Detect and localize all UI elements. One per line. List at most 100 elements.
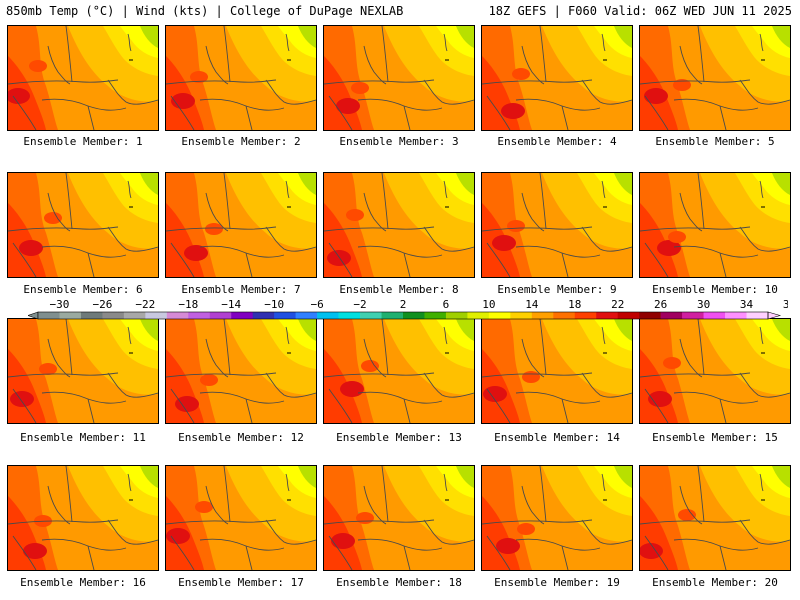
temperature-map <box>640 26 790 130</box>
ensemble-member-label: Ensemble Member: 17 <box>178 576 304 589</box>
colorbar-segment <box>467 312 490 319</box>
temperature-map <box>324 319 474 423</box>
ensemble-member-panel <box>165 172 317 278</box>
colorbar-segment <box>166 312 189 319</box>
ensemble-member-label: Ensemble Member: 18 <box>336 576 462 589</box>
colorbar-segment <box>274 312 296 319</box>
colorbar-segment <box>660 312 683 319</box>
temperature-map <box>482 319 632 423</box>
colorbar-tick-label: 2 <box>400 300 407 311</box>
colorbar-segment <box>102 312 125 319</box>
colorbar-segment <box>145 312 168 319</box>
colorbar-tick-label: 22 <box>611 300 624 311</box>
colorbar-segment <box>209 312 232 319</box>
colorbar-segment <box>553 312 576 319</box>
temperature-colorbar: −30−26−22−18−14−10−6−2261014182226303438… <box>28 300 788 320</box>
temperature-map <box>8 466 158 570</box>
colorbar-segment <box>123 312 146 319</box>
colorbar-tick-label: −2 <box>353 300 366 311</box>
colorbar-segment <box>38 312 60 319</box>
colorbar-segment <box>252 312 275 319</box>
temperature-map <box>482 173 632 277</box>
colorbar-segment <box>746 312 769 319</box>
colorbar-segment <box>403 312 425 319</box>
colorbar-tick-label: −10 <box>264 300 284 311</box>
ensemble-member-label: Ensemble Member: 1 <box>23 135 143 148</box>
colorbar-tick-label: 26 <box>654 300 667 311</box>
colorbar-tick-label: 38 <box>783 300 788 311</box>
colorbar-segment <box>574 312 597 319</box>
ensemble-member-panel <box>165 318 317 424</box>
colorbar-segment <box>381 312 404 319</box>
colorbar-segment <box>59 312 82 319</box>
ensemble-member-panel <box>481 172 633 278</box>
colorbar-segment <box>80 312 103 319</box>
ensemble-member-label: Ensemble Member: 6 <box>23 283 143 296</box>
ensemble-member-panel <box>481 465 633 571</box>
temperature-map <box>640 466 790 570</box>
ensemble-member-panel <box>165 25 317 131</box>
temperature-map <box>482 26 632 130</box>
temperature-map <box>324 466 474 570</box>
ensemble-member-panel <box>323 465 475 571</box>
chart-title: 850mb Temp (°C) | Wind (kts) | College o… <box>6 4 404 18</box>
ensemble-member-label: Ensemble Member: 19 <box>494 576 620 589</box>
ensemble-member-label: Ensemble Member: 9 <box>497 283 617 296</box>
colorbar-segment <box>639 312 661 319</box>
colorbar-segment <box>682 312 704 319</box>
temperature-map <box>482 466 632 570</box>
ensemble-member-label: Ensemble Member: 15 <box>652 431 778 444</box>
colorbar-tick-label: 34 <box>740 300 754 311</box>
ensemble-member-panel <box>639 25 791 131</box>
ensemble-member-label: Ensemble Member: 14 <box>494 431 620 444</box>
colorbar-segment <box>338 312 361 319</box>
ensemble-member-label: Ensemble Member: 16 <box>20 576 146 589</box>
colorbar-tick-label: −6 <box>310 300 323 311</box>
ensemble-member-label: Ensemble Member: 2 <box>181 135 301 148</box>
temperature-map <box>324 26 474 130</box>
ensemble-member-label: Ensemble Member: 7 <box>181 283 301 296</box>
temperature-map <box>166 319 316 423</box>
ensemble-member-label: Ensemble Member: 13 <box>336 431 462 444</box>
temperature-map <box>8 319 158 423</box>
colorbar-segment <box>596 312 619 319</box>
ensemble-member-panel <box>165 465 317 571</box>
model-run-info: 18Z GEFS | F060 Valid: 06Z WED JUN 11 20… <box>488 4 792 18</box>
colorbar-segment <box>617 312 640 319</box>
colorbar-tick-label: 18 <box>568 300 581 311</box>
colorbar-arrow-right <box>767 311 782 320</box>
ensemble-member-panel <box>323 318 475 424</box>
colorbar-tick-label: −14 <box>221 300 241 311</box>
temperature-map <box>640 319 790 423</box>
temperature-map <box>640 173 790 277</box>
ensemble-member-panel <box>323 172 475 278</box>
ensemble-member-label: Ensemble Member: 8 <box>339 283 459 296</box>
ensemble-member-label: Ensemble Member: 5 <box>655 135 775 148</box>
temperature-map <box>8 173 158 277</box>
colorbar-segment <box>231 312 254 319</box>
temperature-map <box>8 26 158 130</box>
colorbar-tick-label: −30 <box>50 300 70 311</box>
colorbar-segment <box>317 312 339 319</box>
colorbar-segment <box>360 312 382 319</box>
colorbar-tick-label: −26 <box>92 300 112 311</box>
ensemble-member-label: Ensemble Member: 11 <box>20 431 146 444</box>
ensemble-member-label: Ensemble Member: 20 <box>652 576 778 589</box>
ensemble-member-panel <box>7 318 159 424</box>
colorbar-arrow-left <box>28 311 39 320</box>
colorbar-tick-label: 30 <box>697 300 710 311</box>
ensemble-member-label: Ensemble Member: 10 <box>652 283 778 296</box>
temperature-map <box>166 173 316 277</box>
ensemble-member-label: Ensemble Member: 12 <box>178 431 304 444</box>
colorbar-tick-label: −18 <box>178 300 198 311</box>
temperature-map <box>324 173 474 277</box>
colorbar-segment <box>703 312 726 319</box>
temperature-map <box>166 466 316 570</box>
ensemble-member-label: Ensemble Member: 3 <box>339 135 459 148</box>
ensemble-member-panel <box>7 25 159 131</box>
colorbar-tick-label: 10 <box>482 300 495 311</box>
ensemble-member-panel <box>323 25 475 131</box>
colorbar-segment <box>445 312 468 319</box>
colorbar-segment <box>424 312 447 319</box>
colorbar-segment <box>488 312 511 319</box>
